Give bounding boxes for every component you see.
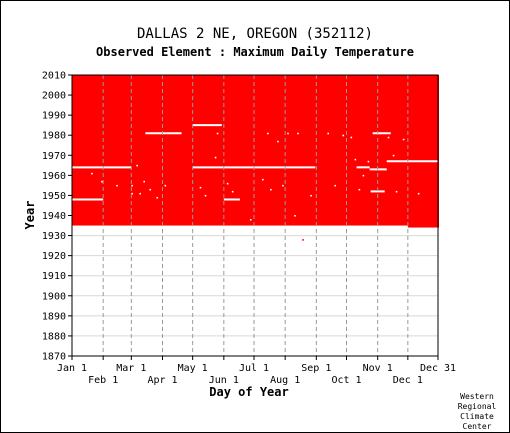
missing-day-mark	[204, 194, 207, 197]
y-tick-label: 2010	[42, 71, 66, 82]
plot-area: 1870 1880 1890 1900 1910 1920 1930 1940 1950 1960…	[42, 71, 456, 387]
y-tick-label: 1910	[42, 271, 66, 282]
y-tick-label: 1960	[42, 171, 66, 182]
missing-day-mark	[249, 219, 252, 221]
x-tick-label: Dec 1	[393, 375, 423, 386]
data-block	[72, 75, 409, 226]
missing-day-mark	[417, 192, 420, 195]
chart-title: DALLAS 2 NE, OREGON (352112)	[137, 26, 373, 42]
missing-day-mark	[362, 174, 365, 177]
missing-day-mark	[402, 138, 405, 141]
y-tick-label: 1980	[42, 131, 66, 142]
missing-day-mark	[270, 188, 272, 191]
missing-day-mark	[116, 184, 118, 187]
missing-day-mark	[358, 188, 361, 191]
missing-day-mark	[297, 132, 299, 135]
missing-day-mark	[91, 172, 93, 175]
missing-day-mark	[101, 180, 103, 183]
credit-block: Western Regional Climate Center	[458, 392, 497, 431]
missing-day-mark	[354, 158, 357, 161]
missing-day-mark	[164, 184, 167, 187]
x-tick-label: May 1	[178, 363, 208, 374]
missing-day-mark	[143, 180, 145, 183]
missing-day-mark	[231, 190, 234, 193]
missing-day-mark	[395, 190, 398, 193]
y-tick-label: 1950	[42, 191, 66, 202]
missing-day-mark	[156, 196, 159, 199]
y-tick-label: 1920	[42, 251, 66, 262]
x-tick-label: Aug 1	[270, 375, 300, 386]
x-tick-label: Nov 1	[363, 363, 393, 374]
missing-day-mark	[267, 132, 269, 135]
x-tick-label: Mar 1	[116, 363, 146, 374]
missing-day-mark	[294, 215, 296, 217]
y-tick-label: 1940	[42, 211, 66, 222]
y-tick-label: 1900	[42, 291, 66, 302]
credit-line: Center	[463, 422, 492, 431]
missing-day-mark	[136, 164, 138, 167]
missing-day-mark	[262, 178, 264, 181]
y-tick-label: 1990	[42, 111, 66, 122]
chart-subtitle: Observed Element : Maximum Daily Tempera…	[96, 45, 414, 59]
missing-day-mark	[131, 184, 133, 187]
y-tick-label: 1880	[42, 331, 66, 342]
missing-day-mark	[302, 239, 304, 241]
x-tick-label: Jul 1	[239, 363, 269, 374]
credit-line: Climate	[460, 412, 494, 421]
x-tick-label: Sep 1	[301, 363, 331, 374]
missing-day-mark	[199, 186, 202, 189]
missing-day-mark	[149, 188, 152, 191]
missing-day-mark	[131, 192, 133, 195]
missing-day-mark	[387, 136, 390, 139]
missing-day-mark	[334, 184, 337, 187]
missing-day-mark	[367, 160, 370, 163]
missing-day-mark	[350, 136, 353, 139]
missing-day-mark	[287, 132, 289, 135]
missing-day-mark	[282, 184, 284, 187]
credit-line: Regional	[458, 402, 497, 411]
y-axis-label: Year	[23, 201, 37, 230]
x-axis-label: Day of Year	[209, 385, 288, 399]
x-tick-label: Oct 1	[331, 375, 361, 386]
missing-day-mark	[216, 132, 219, 135]
y-tick-label: 2000	[42, 91, 66, 102]
missing-day-mark	[214, 156, 217, 159]
missing-day-mark	[327, 132, 329, 135]
missing-day-mark	[310, 194, 312, 197]
x-tick-label: Jun 1	[209, 375, 239, 386]
data-block	[407, 75, 439, 228]
missing-day-mark	[277, 140, 279, 143]
x-tick-label: Dec 31	[420, 363, 456, 374]
y-tick-label: 1970	[42, 151, 66, 162]
missing-day-mark	[139, 192, 141, 195]
y-tick-label: 1870	[42, 352, 66, 363]
x-tick-label: Jan 1	[57, 363, 87, 374]
missing-day-mark	[392, 154, 395, 157]
x-tick-label: Apr 1	[147, 375, 177, 386]
credit-line: Western	[460, 392, 494, 401]
x-tick-label: Feb 1	[88, 375, 118, 386]
y-tick-label: 1930	[42, 231, 66, 242]
y-tick-label: 1890	[42, 311, 66, 322]
missing-day-mark	[342, 134, 345, 137]
missing-day-mark	[226, 182, 229, 185]
